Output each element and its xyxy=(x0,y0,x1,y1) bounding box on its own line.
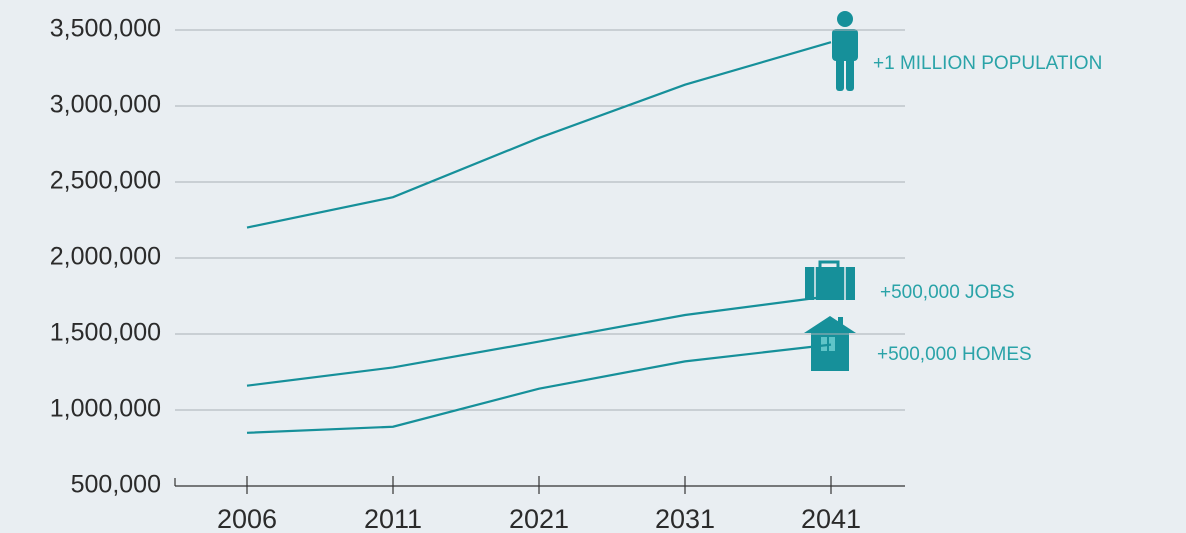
y-tick-label: 500,000 xyxy=(71,471,161,499)
annotation: +500,000 JOBS xyxy=(880,282,1015,303)
y-tick-label: 1,500,000 xyxy=(50,319,161,347)
annotation: +500,000 HOMES xyxy=(877,344,1032,365)
x-tick-label: 2021 xyxy=(509,504,569,533)
x-tick-label: 2006 xyxy=(217,504,277,533)
y-tick-label: 3,500,000 xyxy=(50,15,161,43)
y-tick-label: 1,000,000 xyxy=(50,395,161,423)
y-tick-label: 2,000,000 xyxy=(50,243,161,271)
x-tick-label: 2041 xyxy=(801,504,861,533)
house-icon xyxy=(804,316,856,371)
briefcase-icon xyxy=(805,260,855,300)
annotation: +1 MILLION POPULATION xyxy=(873,53,1102,74)
series-line xyxy=(246,294,832,387)
y-tick-label: 3,000,000 xyxy=(50,91,161,119)
series-line xyxy=(246,343,832,434)
series-line xyxy=(246,41,832,229)
y-tick-label: 2,500,000 xyxy=(50,167,161,195)
x-tick-label: 2011 xyxy=(364,504,422,533)
person-icon xyxy=(832,11,858,91)
x-tick-label: 2031 xyxy=(655,504,715,533)
